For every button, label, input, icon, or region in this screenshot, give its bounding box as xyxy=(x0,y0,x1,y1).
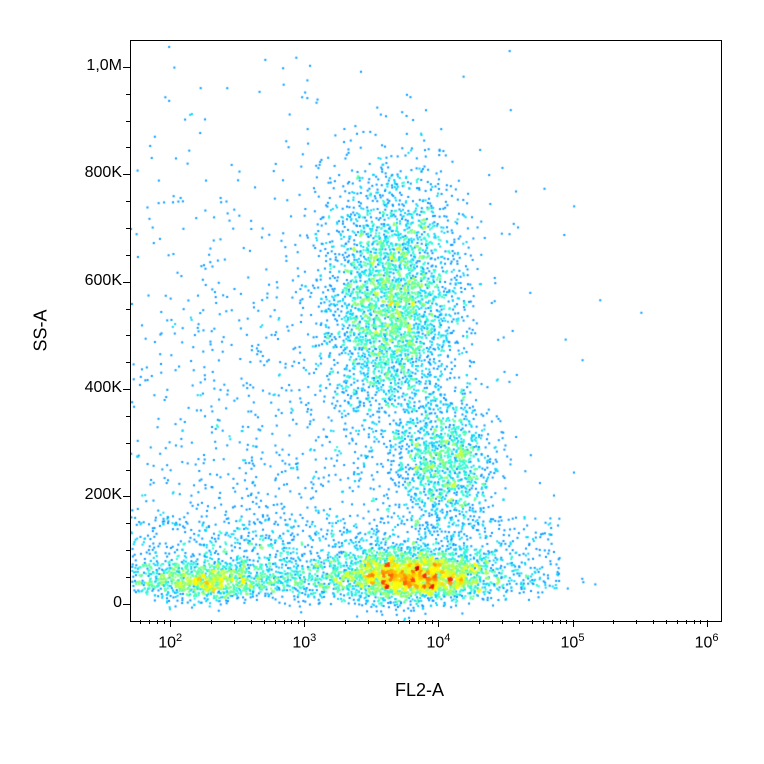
plot-area xyxy=(130,40,722,622)
flow-cytometry-plot: SS-A FL2-A 0 200K 400K 600K 800K 1,0M 102 103 10… xyxy=(0,0,764,764)
x-axis-label: FL2-A xyxy=(395,680,444,701)
y-tick-label: 600K xyxy=(62,272,122,290)
y-tick-label: 1,0M xyxy=(62,57,122,75)
x-tick-label: 104 xyxy=(408,632,468,652)
x-tick-label: 102 xyxy=(140,632,200,652)
x-tick-label: 105 xyxy=(543,632,603,652)
y-axis-label: SS-A xyxy=(31,309,52,351)
x-tick-label: 103 xyxy=(274,632,334,652)
y-tick-label: 800K xyxy=(62,164,122,182)
x-tick-label: 106 xyxy=(677,632,737,652)
scatter-canvas xyxy=(131,41,721,621)
y-tick-label: 200K xyxy=(62,486,122,504)
y-tick-label: 0 xyxy=(62,594,122,612)
y-tick-label: 400K xyxy=(62,379,122,397)
